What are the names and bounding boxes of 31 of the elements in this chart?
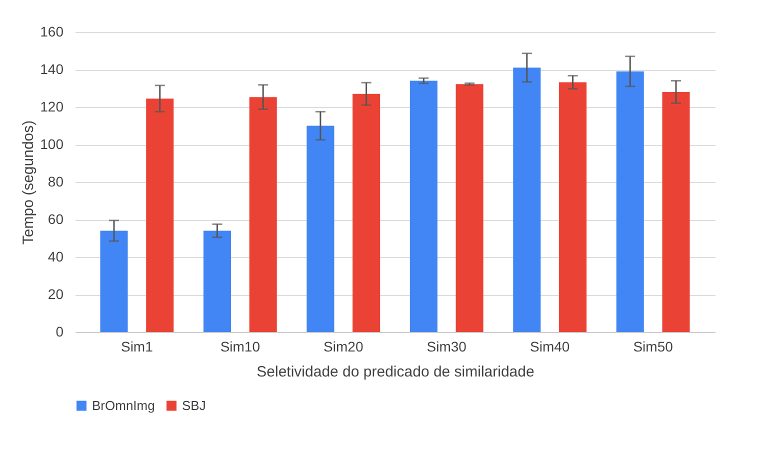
bar [513,68,541,332]
x-tick-label: Sim50 [633,338,674,354]
y-axis-title: Tempo (segundos) [20,120,38,245]
y-tick-label: 80 [48,174,64,190]
bar [146,98,174,332]
x-tick-label: Sim10 [220,338,260,354]
x-tick-label: Sim20 [324,338,364,354]
bar [249,97,277,332]
bar [456,84,484,332]
x-tick-label: Sim30 [426,338,467,354]
bar [203,230,231,332]
bar [100,230,128,332]
bar [352,94,380,332]
y-tick-label: 20 [48,286,64,302]
y-tick-label: 140 [40,61,64,77]
bar [410,80,438,332]
y-tick-label: 40 [48,248,64,264]
y-tick-label: 120 [40,98,64,114]
x-tick-label: Sim40 [530,338,570,354]
bar [306,126,334,332]
legend-label: BrOmnImg [92,398,155,413]
bar [662,92,690,332]
y-tick-label: 60 [48,211,64,227]
y-tick-label: 160 [40,24,64,40]
x-axis-title: Seletividade do predicado de similaridade [256,364,534,380]
legend-label: SBJ [182,398,206,413]
y-tick-label: 0 [56,324,64,340]
y-tick-label: 100 [40,136,64,152]
bar [559,82,587,332]
x-tick-label: Sim1 [120,338,154,354]
bar [616,71,644,332]
